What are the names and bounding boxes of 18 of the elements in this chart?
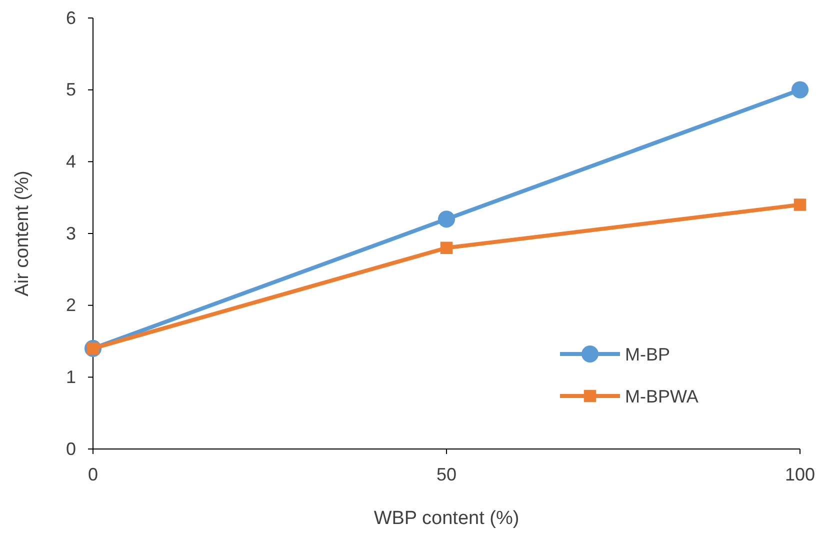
y-tick-label: 6 — [66, 8, 76, 28]
point — [440, 242, 453, 254]
x-tick-label: 100 — [784, 464, 816, 484]
point — [794, 198, 806, 211]
legend-label: M-BPWA — [625, 386, 698, 406]
x-axis-title: WBP content (%) — [374, 508, 520, 529]
point — [438, 210, 456, 228]
x-tick-label: 0 — [88, 464, 98, 484]
y-tick-label: 1 — [66, 366, 76, 387]
y-tick-label: 4 — [66, 151, 76, 172]
x-tick-label: 50 — [436, 464, 457, 484]
point — [791, 81, 809, 98]
legend-label: M-BP — [625, 344, 670, 364]
y-tick-label: 2 — [66, 295, 76, 316]
y-tick-label: 5 — [66, 80, 76, 100]
y-axis-title: Air content (%) — [12, 170, 33, 296]
y-tick-label: 0 — [66, 438, 76, 459]
y-tick-label: 3 — [66, 223, 76, 244]
